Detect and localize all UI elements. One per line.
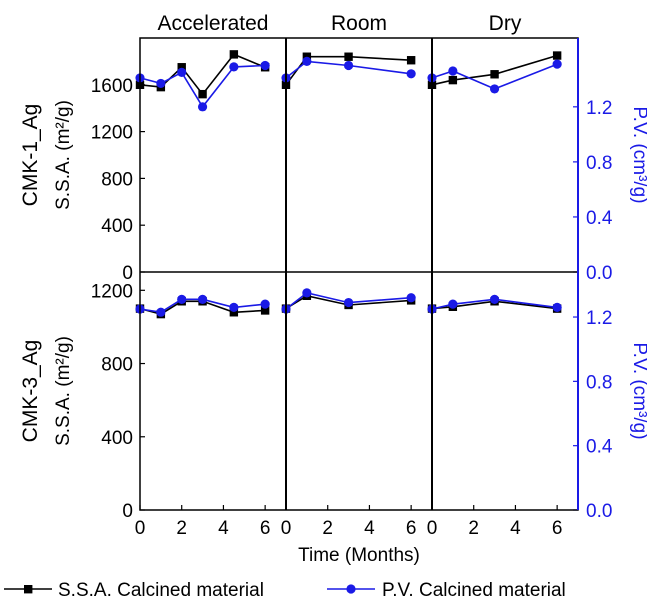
data-point-pv [302, 56, 312, 66]
data-point-pv [343, 297, 354, 308]
row-title: CMK-3_Ag [19, 340, 42, 443]
data-point-ssa [229, 308, 239, 317]
data-point-pv [302, 288, 312, 298]
x-tick-label: 2 [322, 518, 333, 539]
data-point-pv [156, 78, 166, 89]
y2-tick-label: 0.8 [586, 372, 612, 393]
x-tick-label: 0 [427, 518, 438, 539]
series-line-pv [285, 292, 412, 310]
x-tick-label: 2 [176, 518, 187, 539]
series-line-ssa [431, 300, 558, 310]
data-point-ssa [344, 52, 353, 61]
data-point-pv [229, 302, 239, 312]
column-title: Room [331, 12, 387, 35]
data-point-pv [489, 84, 500, 94]
panel-CMK-3_Ag-Accelerated [135, 289, 270, 511]
data-point-ssa [198, 89, 207, 99]
data-point-ssa [406, 56, 416, 65]
x-tick-label: 0 [281, 518, 292, 539]
series-line-pv [431, 298, 558, 310]
data-point-pv [197, 294, 208, 304]
panel-CMK-3_Ag-Dry [427, 294, 578, 511]
data-point-pv [448, 299, 458, 309]
row-title: CMK-1_Ag [19, 104, 42, 207]
y-tick-label: 800 [101, 355, 133, 376]
series-line-ssa [285, 55, 412, 86]
left-axis-label: S.S.A. (m²/g) [53, 100, 74, 210]
data-point-ssa [490, 70, 499, 79]
x-tick-label: 6 [406, 518, 417, 539]
x-tick-label: 6 [260, 518, 271, 539]
data-point-pv [177, 67, 187, 78]
left-axis-label: S.S.A. (m²/g) [53, 336, 74, 446]
y-tick-label: 1200 [91, 281, 133, 302]
right-axis-label: P.V. (cm³/g) [629, 342, 647, 439]
data-point-ssa [229, 50, 239, 59]
data-point-pv [177, 294, 187, 304]
data-point-pv [156, 307, 166, 317]
data-point-pv [448, 66, 458, 76]
x-tick-label: 2 [468, 518, 479, 539]
data-point-ssa [177, 63, 186, 72]
x-tick-label: 6 [552, 518, 563, 539]
x-tick-label: 4 [364, 518, 375, 539]
data-point-ssa [302, 52, 312, 61]
series-line-ssa [285, 294, 412, 310]
y-tick-label: 1600 [91, 76, 133, 97]
panel-CMK-3_Ag-Room [281, 288, 416, 510]
y-tick-label: 0 [122, 501, 133, 522]
series-line-ssa [431, 54, 558, 86]
column-title: Dry [489, 12, 522, 35]
data-point-pv [229, 62, 239, 72]
data-point-ssa [260, 306, 270, 315]
column-title: Accelerated [158, 12, 269, 35]
panel-CMK-1_Ag-Accelerated [135, 50, 270, 273]
y2-tick-label: 0.0 [586, 263, 612, 284]
legend-marker-pv [346, 584, 356, 594]
series-line-pv [431, 63, 558, 90]
y-tick-label: 800 [101, 169, 133, 190]
x-tick-label: 4 [218, 518, 229, 539]
panel-CMK-1_Ag-Room [281, 52, 416, 89]
data-point-pv [260, 299, 270, 309]
legend-label-ssa: S.S.A. Calcined material [58, 580, 264, 601]
series-line-pv [285, 60, 412, 79]
panel-CMK-1_Ag-Dry [427, 51, 578, 273]
data-point-pv [552, 59, 562, 69]
data-point-pv [406, 69, 416, 79]
data-point-pv [552, 302, 562, 312]
data-point-ssa [448, 75, 458, 85]
data-point-pv [197, 102, 208, 112]
right-axis-label: P.V. (cm³/g) [629, 106, 647, 203]
y2-tick-label: 0.4 [586, 208, 613, 229]
y-tick-label: 0 [122, 263, 133, 284]
data-point-pv [343, 60, 354, 71]
y-tick-label: 400 [101, 216, 133, 237]
data-point-ssa [552, 51, 562, 60]
y2-tick-label: 0.4 [586, 437, 613, 458]
y-tick-label: 400 [101, 428, 133, 449]
data-point-pv [260, 60, 270, 71]
y-tick-label: 1200 [91, 123, 133, 144]
data-point-pv [489, 294, 500, 304]
x-tick-label: 4 [510, 518, 521, 539]
legend-marker-ssa [24, 585, 33, 594]
data-point-pv [406, 293, 416, 303]
legend [4, 584, 375, 594]
y2-tick-label: 0.8 [586, 153, 612, 174]
y2-tick-label: 1.2 [586, 308, 612, 329]
y2-tick-label: 1.2 [586, 98, 612, 119]
legend-label-pv: P.V. Calcined material [382, 580, 566, 601]
y2-tick-label: 0.0 [586, 501, 612, 522]
x-tick-label: 0 [135, 518, 146, 539]
x-axis-label: Time (Months) [298, 545, 420, 566]
